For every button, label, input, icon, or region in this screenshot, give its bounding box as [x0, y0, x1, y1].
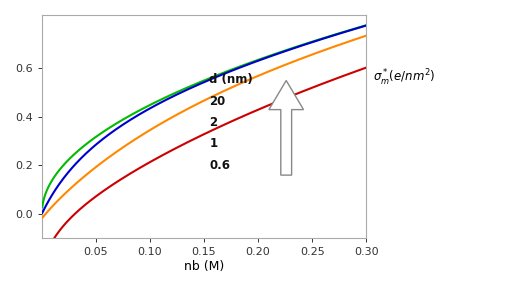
Text: d (nm): d (nm) [210, 73, 253, 86]
X-axis label: nb (M): nb (M) [184, 260, 224, 273]
Text: 20: 20 [210, 94, 226, 108]
Text: $\sigma_m^*(e/nm^2)$: $\sigma_m^*(e/nm^2)$ [373, 67, 435, 88]
Text: 2: 2 [210, 116, 217, 129]
Polygon shape [269, 81, 304, 175]
Text: 0.6: 0.6 [210, 159, 230, 172]
Text: 1: 1 [210, 137, 217, 150]
